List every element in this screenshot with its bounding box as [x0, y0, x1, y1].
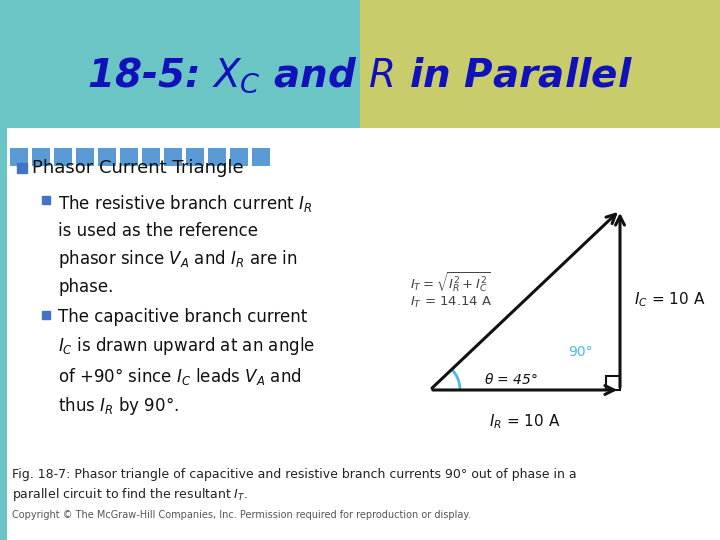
Bar: [164, 148, 182, 166]
Bar: [208, 148, 226, 166]
Text: Copyright © The McGraw-Hill Companies, Inc. Permission required for reproduction: Copyright © The McGraw-Hill Companies, I…: [12, 510, 471, 520]
Bar: [54, 148, 72, 166]
Text: The resistive branch current $I_R$
is used as the reference
phasor since $V_A$ a: The resistive branch current $I_R$ is us…: [58, 193, 312, 296]
Text: $\it{I}_C$ = 10 A: $\it{I}_C$ = 10 A: [634, 291, 706, 309]
Text: 90°: 90°: [568, 345, 593, 359]
Bar: [98, 148, 116, 166]
Bar: [0, 128, 7, 540]
Text: $\it{I}_T = \sqrt{\it{I}_R^2 + \it{I}_C^2}$: $\it{I}_T = \sqrt{\it{I}_R^2 + \it{I}_C^…: [410, 270, 490, 294]
Text: Phasor Current Triangle: Phasor Current Triangle: [32, 159, 243, 177]
Text: $\it{I}_R$ = 10 A: $\it{I}_R$ = 10 A: [490, 412, 561, 431]
Bar: [252, 148, 270, 166]
Text: $\theta$ = 45°: $\theta$ = 45°: [484, 373, 539, 388]
Text: 18-5: $X_C$ and $R$ in Parallel: 18-5: $X_C$ and $R$ in Parallel: [87, 55, 633, 95]
Text: The capacitive branch current
$I_C$ is drawn upward at an angle
of +90° since $I: The capacitive branch current $I_C$ is d…: [58, 308, 315, 417]
Text: $\it{I}_T$ = 14.14 A: $\it{I}_T$ = 14.14 A: [410, 294, 492, 309]
Bar: [230, 148, 248, 166]
Bar: [606, 376, 620, 390]
Bar: [76, 148, 94, 166]
Bar: [360, 0, 720, 128]
Bar: [32, 148, 50, 166]
Bar: [186, 148, 204, 166]
Bar: [0, 0, 720, 128]
Bar: [142, 148, 160, 166]
Text: Fig. 18-7: Phasor triangle of capacitive and resistive branch currents 90° out o: Fig. 18-7: Phasor triangle of capacitive…: [12, 468, 577, 503]
Bar: [10, 148, 28, 166]
Bar: [0, 128, 720, 540]
Bar: [120, 148, 138, 166]
